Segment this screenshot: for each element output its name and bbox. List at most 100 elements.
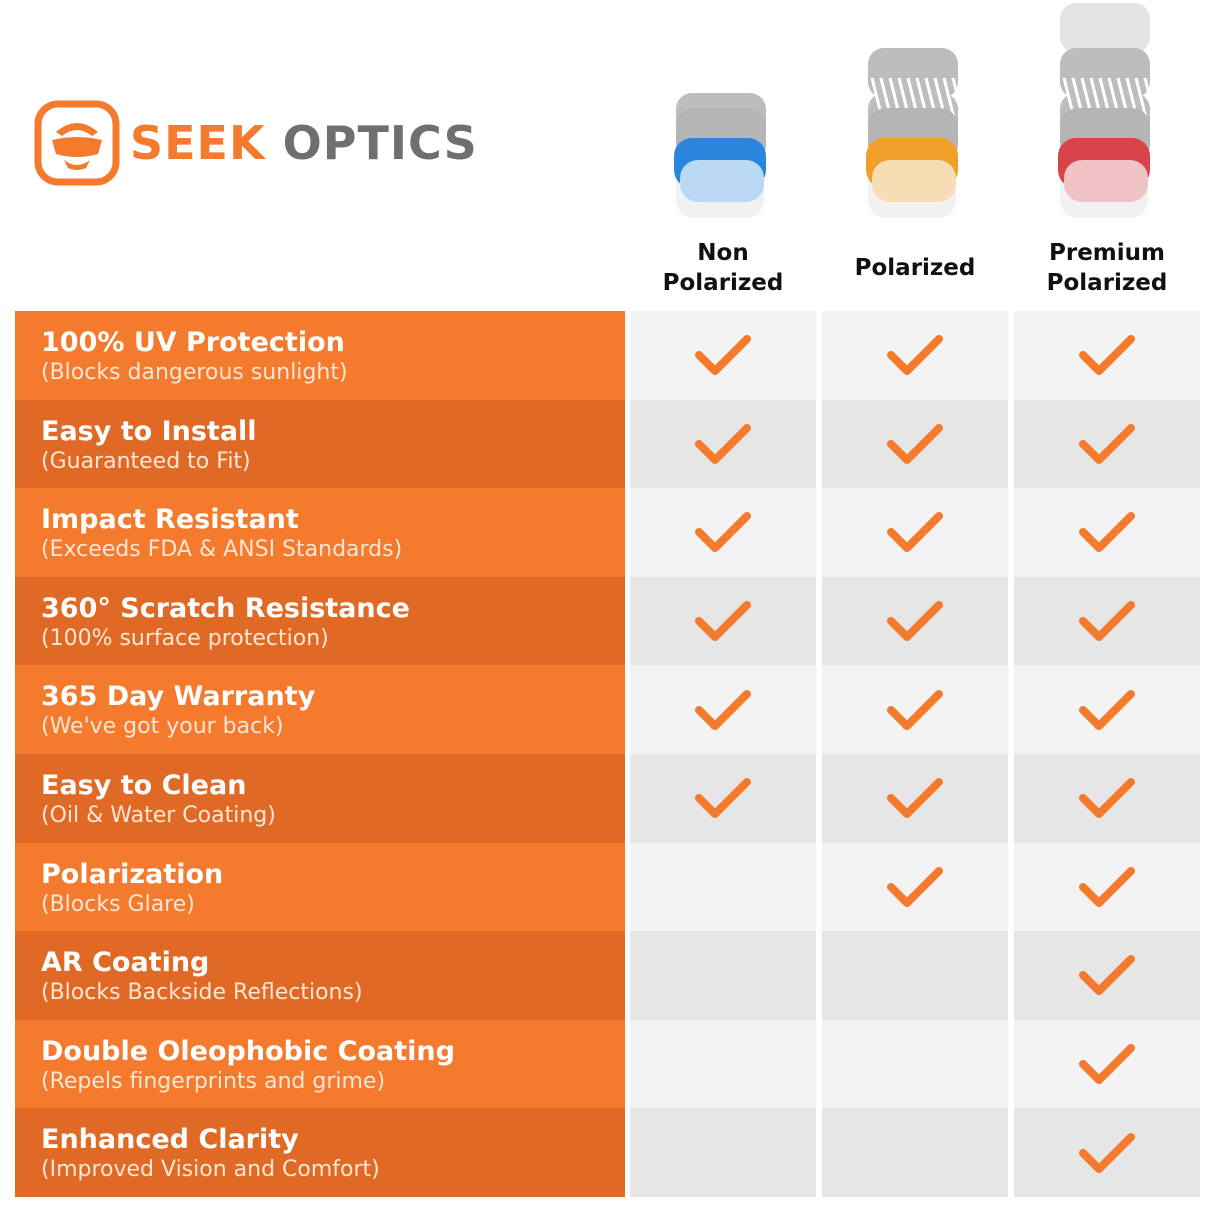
feature-cell: Polarization (Blocks Glare) (15, 842, 625, 932)
check-cell (1014, 1108, 1200, 1197)
empty-cell (822, 1108, 1008, 1197)
checkmark-icon (1079, 1044, 1135, 1085)
column-header: Premium Polarized (1046, 240, 1168, 296)
table-row: Double Oleophobic Coating (Repels fingerp… (15, 1019, 1200, 1109)
check-cell (822, 488, 1008, 577)
feature-cell: Easy to Install (Guaranteed to Fit) (15, 399, 625, 489)
checkmark-icon (1079, 866, 1135, 907)
empty-cell (630, 1019, 816, 1109)
check-cell (1014, 1019, 1200, 1109)
check-cell (1014, 931, 1200, 1020)
table-row: 360° Scratch Resistance (100% surface pro… (15, 576, 1200, 666)
check-cell (630, 311, 816, 400)
table-row: Impact Resistant (Exceeds FDA & ANSI Stan… (15, 488, 1200, 577)
checkmark-icon (695, 512, 751, 553)
checkmark-icon (695, 778, 751, 819)
check-cell (822, 665, 1008, 754)
feature-cell: 360° Scratch Resistance (100% surface pro… (15, 576, 625, 666)
feature-cell: 365 Day Warranty (We've got your back) (15, 665, 625, 754)
feature-cell: Enhanced Clarity (Improved Vision and Com… (15, 1108, 625, 1197)
check-cell (630, 753, 816, 843)
column-header: Non Polarized (662, 240, 784, 296)
lens-layers-icon (674, 93, 766, 218)
check-cell (1014, 753, 1200, 843)
feature-subtitle: (Exceeds FDA & ANSI Standards) (41, 537, 403, 563)
checkmark-icon (1079, 512, 1135, 553)
check-cell (822, 753, 1008, 843)
checkmark-icon (887, 335, 943, 376)
check-cell (822, 576, 1008, 666)
table-row: Polarization (Blocks Glare) (15, 842, 1200, 932)
feature-cell: Impact Resistant (Exceeds FDA & ANSI Stan… (15, 488, 625, 577)
feature-title: 365 Day Warranty (41, 681, 316, 713)
lens-layers-icon (1058, 3, 1157, 218)
table-row: 100% UV Protection (Blocks dangerous sunl… (15, 311, 1200, 400)
table-row: Easy to Install (Guaranteed to Fit) (15, 399, 1200, 489)
check-cell (630, 488, 816, 577)
check-cell (630, 399, 816, 489)
checkmark-icon (695, 335, 751, 376)
feature-title: Impact Resistant (41, 504, 299, 536)
feature-subtitle: (Blocks dangerous sunlight) (41, 360, 348, 385)
feature-title: Easy to Install (41, 415, 257, 447)
feature-cell: AR Coating (Blocks Backside Reflections) (15, 931, 625, 1020)
table-row: Enhanced Clarity (Improved Vision and Com… (15, 1108, 1200, 1197)
table-row: 365 Day Warranty (We've got your back) (15, 665, 1200, 754)
seek-optics-logo: SEEK OPTICS (34, 100, 478, 186)
checkmark-icon (695, 601, 751, 642)
feature-subtitle: (Guaranteed to Fit) (41, 448, 251, 474)
checkmark-icon (887, 866, 943, 907)
check-cell (1014, 842, 1200, 932)
checkmark-icon (695, 689, 751, 730)
feature-title: 100% UV Protection (41, 327, 345, 358)
checkmark-icon (1079, 778, 1135, 819)
check-cell (1014, 399, 1200, 489)
table-row: Easy to Clean (Oil & Water Coating) (15, 753, 1200, 843)
check-cell (1014, 311, 1200, 400)
empty-cell (630, 842, 816, 932)
feature-title: AR Coating (41, 947, 210, 979)
feature-cell: Double Oleophobic Coating (Repels fingerp… (15, 1019, 625, 1109)
table-row: AR Coating (Blocks Backside Reflections) (15, 931, 1200, 1020)
feature-title: Easy to Clean (41, 769, 247, 801)
logo-mark-icon (34, 100, 120, 186)
lens-layers-icon (866, 48, 965, 218)
checkmark-icon (887, 423, 943, 464)
check-cell (630, 665, 816, 754)
feature-subtitle: (We've got your back) (41, 714, 284, 740)
check-cell (1014, 665, 1200, 754)
checkmark-icon (887, 512, 943, 553)
check-cell (1014, 576, 1200, 666)
feature-subtitle: (Repels fingerprints and grime) (41, 1068, 386, 1094)
checkmark-icon (887, 601, 943, 642)
column-header: Polarized (854, 255, 976, 281)
check-cell (822, 842, 1008, 932)
check-cell (1014, 488, 1200, 577)
feature-title: Enhanced Clarity (41, 1124, 299, 1156)
checkmark-icon (1079, 955, 1135, 996)
feature-subtitle: (Blocks Glare) (41, 891, 195, 917)
feature-title: Polarization (41, 858, 224, 890)
checkmark-icon (887, 778, 943, 819)
checkmark-icon (695, 423, 751, 464)
checkmark-icon (887, 689, 943, 730)
feature-cell: 100% UV Protection (Blocks dangerous sunl… (15, 311, 625, 400)
comparison-table: 100% UV Protection (Blocks dangerous sunl… (15, 311, 1200, 1197)
empty-cell (630, 931, 816, 1020)
feature-subtitle: (100% surface protection) (41, 625, 329, 651)
checkmark-icon (1079, 335, 1135, 376)
feature-cell: Easy to Clean (Oil & Water Coating) (15, 753, 625, 843)
empty-cell (822, 931, 1008, 1020)
feature-title: 360° Scratch Resistance (41, 592, 410, 624)
empty-cell (630, 1108, 816, 1197)
checkmark-icon (1079, 1132, 1135, 1173)
empty-cell (822, 1019, 1008, 1109)
checkmark-icon (1079, 601, 1135, 642)
check-cell (822, 399, 1008, 489)
feature-subtitle: (Blocks Backside Reflections) (41, 980, 363, 1006)
brand-name: SEEK OPTICS (130, 116, 478, 170)
check-cell (630, 576, 816, 666)
check-cell (822, 311, 1008, 400)
feature-title: Double Oleophobic Coating (41, 1035, 455, 1067)
checkmark-icon (1079, 423, 1135, 464)
